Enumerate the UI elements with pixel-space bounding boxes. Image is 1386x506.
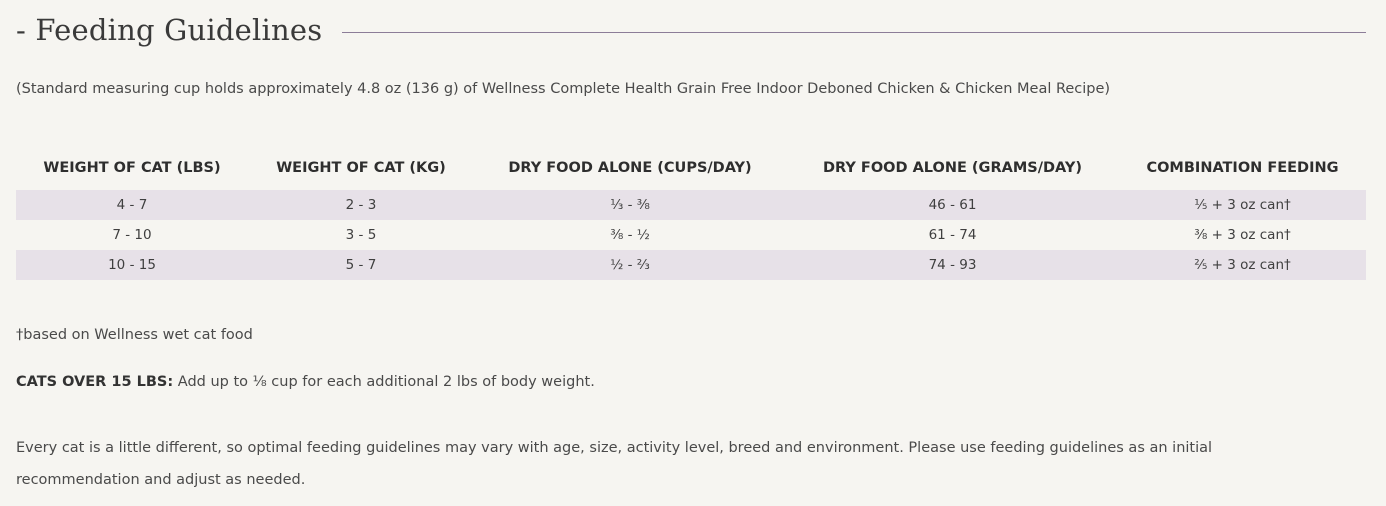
- cats-over-15-lbs-note: CATS OVER 15 LBS: Add up to ⅛ cup for ea…: [16, 374, 595, 390]
- column-header-weight-kg: WEIGHT OF CAT (KG): [276, 160, 446, 176]
- cell-grams-per-day: 61 - 74: [928, 227, 977, 243]
- column-header-combination-feeding: COMBINATION FEEDING: [1146, 160, 1339, 176]
- feeding-guidelines-table: WEIGHT OF CAT (LBS) WEIGHT OF CAT (KG) D…: [16, 150, 1366, 280]
- cell-combination-feeding: ⅕ + 3 oz can†: [1119, 190, 1366, 220]
- table-header-row: WEIGHT OF CAT (LBS) WEIGHT OF CAT (KG) D…: [16, 150, 1366, 190]
- section-header: - Feeding Guidelines: [16, 10, 1366, 50]
- cell-weight-kg: 3 - 5: [345, 227, 377, 243]
- measuring-cup-note: (Standard measuring cup holds approximat…: [16, 81, 1111, 97]
- cell-cups-per-day: ⅓ - ⅜: [474, 190, 786, 220]
- cell-grams-per-day: 74 - 93: [786, 250, 1119, 280]
- cell-weight-lbs: 10 - 15: [16, 250, 248, 280]
- feeding-disclaimer: Every cat is a little different, so opti…: [16, 440, 1213, 488]
- table-row: 10 - 15 5 - 7 ½ - ⅔ 74 - 93 ⅖ + 3 oz can…: [16, 250, 1366, 280]
- cats-over-15-lbs-text: Add up to ⅛ cup for each additional 2 lb…: [173, 374, 595, 390]
- cell-grams-per-day: 46 - 61: [786, 190, 1119, 220]
- cell-weight-kg: 2 - 3: [248, 190, 474, 220]
- cell-weight-kg: 5 - 7: [248, 250, 474, 280]
- section-title: - Feeding Guidelines: [16, 13, 323, 47]
- cell-combination-feeding: ⅖ + 3 oz can†: [1119, 250, 1366, 280]
- cell-weight-lbs: 7 - 10: [112, 227, 152, 243]
- table-row: 4 - 7 2 - 3 ⅓ - ⅜ 46 - 61 ⅕ + 3 oz can†: [16, 190, 1366, 220]
- cell-cups-per-day: ½ - ⅔: [474, 250, 786, 280]
- cell-weight-lbs: 4 - 7: [16, 190, 248, 220]
- header-divider: [342, 31, 1366, 33]
- table-row: 7 - 10 3 - 5 ⅜ - ½ 61 - 74 ⅜ + 3 oz can†: [16, 220, 1366, 250]
- wet-food-footnote: †based on Wellness wet cat food: [16, 327, 253, 343]
- column-header-cups-per-day: DRY FOOD ALONE (CUPS/DAY): [508, 160, 752, 176]
- column-header-weight-lbs: WEIGHT OF CAT (LBS): [43, 160, 221, 176]
- cell-cups-per-day: ⅜ - ½: [610, 227, 650, 243]
- column-header-grams-per-day: DRY FOOD ALONE (GRAMS/DAY): [822, 160, 1083, 176]
- cell-combination-feeding: ⅜ + 3 oz can†: [1194, 227, 1291, 243]
- cats-over-15-lbs-label: CATS OVER 15 LBS:: [16, 374, 174, 390]
